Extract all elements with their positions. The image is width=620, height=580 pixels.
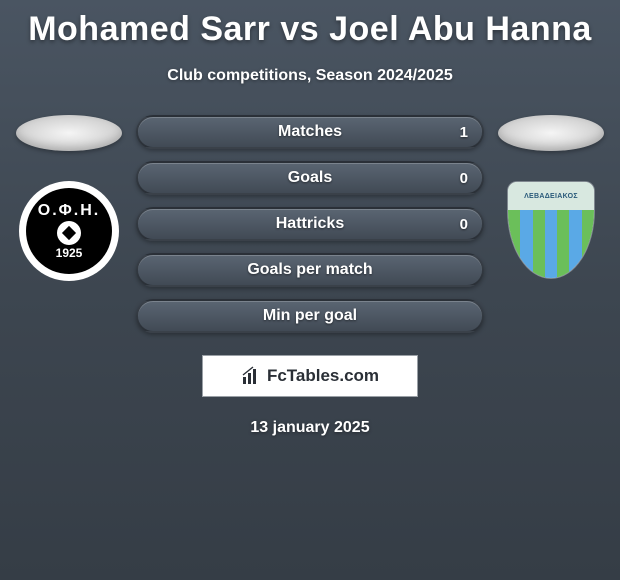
stats-column: Matches 1 Goals 0 Hattricks 0 Goals per … <box>136 115 484 333</box>
stat-label: Min per goal <box>263 307 357 325</box>
right-club-badge: ΛΕΒΑΔΕΙΑΚΟΣ <box>501 181 601 281</box>
levadiakos-crest-icon: ΛΕΒΑΔΕΙΑΚΟΣ <box>501 181 601 281</box>
stat-row-goals-per-match: Goals per match <box>136 253 484 287</box>
bar-chart-icon <box>241 366 261 386</box>
soccer-ball-icon <box>57 221 81 245</box>
page-title: Mohamed Sarr vs Joel Abu Hanna <box>0 0 620 49</box>
ofi-initials: Ο.Φ.Η. <box>38 202 100 220</box>
comparison-row: Ο.Φ.Η. 1925 Matches 1 Goals 0 Hattricks … <box>0 115 620 333</box>
stat-label: Matches <box>278 123 342 141</box>
footer-brand-text: FcTables.com <box>267 366 379 386</box>
right-player-placeholder <box>498 115 604 151</box>
stat-right-value: 0 <box>460 170 468 187</box>
right-player-column: ΛΕΒΑΔΕΙΑΚΟΣ <box>492 115 610 281</box>
left-club-badge: Ο.Φ.Η. 1925 <box>19 181 119 281</box>
fctables-logo: FcTables.com <box>202 355 418 397</box>
stat-right-value: 1 <box>460 124 468 141</box>
ofi-year: 1925 <box>56 246 83 260</box>
left-player-placeholder <box>16 115 122 151</box>
stat-label: Goals per match <box>247 261 372 279</box>
levadiakos-stripes-icon <box>508 210 594 279</box>
stat-label: Goals <box>288 169 332 187</box>
stat-row-matches: Matches 1 <box>136 115 484 149</box>
footer-date: 13 january 2025 <box>0 419 620 437</box>
stat-right-value: 0 <box>460 216 468 233</box>
levadiakos-banner: ΛΕΒΑΔΕΙΑΚΟΣ <box>508 182 594 210</box>
subtitle: Club competitions, Season 2024/2025 <box>0 67 620 85</box>
stat-row-goals: Goals 0 <box>136 161 484 195</box>
stat-label: Hattricks <box>276 215 344 233</box>
left-player-column: Ο.Φ.Η. 1925 <box>10 115 128 281</box>
stat-row-min-per-goal: Min per goal <box>136 299 484 333</box>
stat-row-hattricks: Hattricks 0 <box>136 207 484 241</box>
ofi-crest-icon: Ο.Φ.Η. 1925 <box>19 181 119 281</box>
